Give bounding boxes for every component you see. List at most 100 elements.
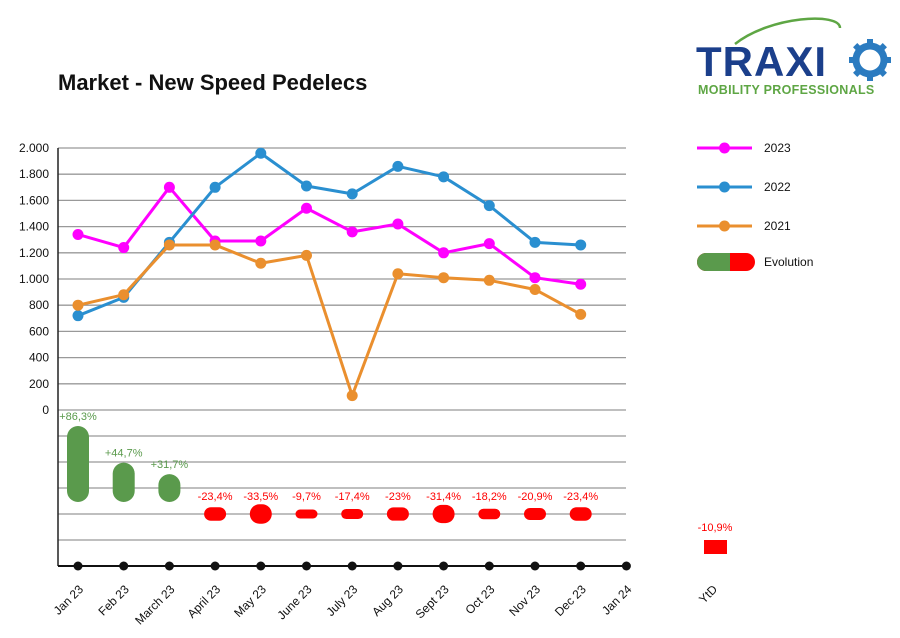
data-point-2023 [529, 272, 541, 284]
x-tick-label: Nov 23 [506, 582, 543, 619]
evolution-label: -17,4% [335, 491, 370, 503]
x-axis-dot [210, 561, 220, 571]
y-tick-label: 1.800 [19, 167, 49, 181]
x-axis-dot [256, 561, 266, 571]
x-tick-label: Sept 23 [413, 582, 452, 621]
gear-icon [849, 39, 891, 81]
evolution-bar [295, 509, 318, 519]
data-point-2021 [438, 272, 450, 284]
logo-tagline: MOBILITY PROFESSIONALS [698, 83, 875, 97]
data-point-2023 [392, 218, 404, 230]
ytd-bar [704, 540, 727, 554]
data-point-2022 [575, 239, 587, 251]
evolution-bar [432, 504, 455, 524]
x-tick-label: Jan 23 [51, 582, 87, 618]
x-tick-label: May 23 [231, 582, 269, 620]
evolution-bar [524, 507, 546, 521]
x-axis-dot [73, 561, 83, 571]
evolution-bar [386, 507, 409, 521]
x-axis-dot [621, 561, 631, 571]
data-point-2023 [346, 226, 358, 238]
data-point-2023 [575, 278, 587, 290]
data-point-2021 [255, 257, 267, 269]
y-tick-label: 1.600 [19, 193, 49, 207]
data-point-2023 [438, 247, 450, 259]
y-tick-label: 2.000 [19, 141, 49, 155]
evolution-bar [341, 508, 364, 520]
x-tick-label: Oct 23 [463, 582, 498, 617]
data-point-2022 [346, 188, 358, 200]
data-point-2022 [392, 160, 404, 172]
data-point-2021 [163, 239, 175, 251]
logo-wordmark: TRAXI [696, 38, 827, 85]
legend-marker-2021 [719, 220, 730, 232]
ytd-value-label: -10,9% [698, 522, 733, 534]
series-line-2023 [77, 185, 581, 286]
data-point-2021 [392, 268, 404, 280]
evolution-label: -23% [385, 491, 411, 503]
y-tick-label: 0 [42, 403, 49, 417]
evolution-label: -33,5% [243, 491, 278, 503]
x-tick-label: Dec 23 [552, 582, 589, 619]
series-line-2021 [77, 243, 582, 398]
legend-label-evolution: Evolution [764, 255, 813, 269]
x-axis-dot [302, 561, 311, 571]
legend-label-2022: 2022 [764, 180, 791, 194]
evolution-label: -31,4% [426, 491, 461, 503]
data-point-2021 [72, 299, 84, 311]
evolution-bar [249, 504, 272, 524]
y-tick-label: 1.200 [19, 246, 49, 260]
x-axis-dot [484, 561, 494, 571]
data-point-2022 [301, 180, 312, 192]
legend-evolution-swatch-join [718, 253, 730, 271]
x-tick-label: Feb 23 [96, 582, 133, 619]
x-axis-dot [393, 561, 403, 571]
data-point-2022 [483, 200, 495, 212]
x-tick-label: April 23 [185, 582, 224, 621]
evolution-bar [569, 507, 592, 521]
data-point-2021 [346, 390, 358, 402]
data-point-2023 [72, 228, 84, 240]
evolution-label: +44,7% [105, 448, 143, 460]
data-point-2023 [118, 242, 130, 254]
legend-marker-2023 [719, 142, 730, 154]
data-point-2023 [301, 202, 312, 214]
evolution-bar [204, 507, 227, 521]
evolution-label: -9,7% [292, 491, 321, 503]
legend-label-2021: 2021 [764, 219, 791, 233]
evolution-label: -23,4% [198, 491, 233, 503]
evolution-label: -18,2% [472, 491, 507, 503]
data-point-2023 [163, 181, 175, 193]
evolution-bar [112, 462, 135, 502]
x-axis-dot [119, 561, 129, 571]
legend-label-2023: 2023 [764, 141, 791, 155]
x-axis-dot [530, 561, 540, 571]
evolution-label: +86,3% [59, 411, 97, 423]
evolution-label: -20,9% [518, 491, 553, 503]
x-tick-label: June 23 [275, 582, 315, 622]
data-point-2021 [209, 239, 221, 251]
y-tick-label: 1.000 [19, 272, 49, 286]
y-tick-label: 800 [29, 298, 49, 312]
data-point-2022 [72, 310, 84, 322]
y-tick-label: 200 [29, 377, 49, 391]
data-point-2021 [529, 283, 541, 295]
evolution-bar [67, 426, 89, 502]
traxio-logo: TRAXI MOBILITY PROFESSIONALS [696, 17, 891, 97]
data-point-2023 [483, 238, 495, 250]
y-tick-label: 1.400 [19, 220, 49, 234]
evolution-label: -23,4% [563, 491, 598, 503]
x-tick-label: March 23 [132, 582, 178, 628]
x-tick-label: Aug 23 [369, 582, 406, 619]
x-axis-dot [576, 561, 586, 571]
legend-marker-2022 [719, 181, 730, 193]
x-axis-dot [164, 561, 174, 571]
x-tick-label: Jan 24 [599, 582, 635, 618]
data-point-2021 [575, 308, 587, 320]
data-point-2021 [118, 289, 130, 301]
data-point-2022 [438, 171, 450, 183]
data-point-2023 [255, 235, 267, 247]
x-tick-label: July 23 [324, 582, 361, 619]
evolution-bar [158, 474, 181, 502]
